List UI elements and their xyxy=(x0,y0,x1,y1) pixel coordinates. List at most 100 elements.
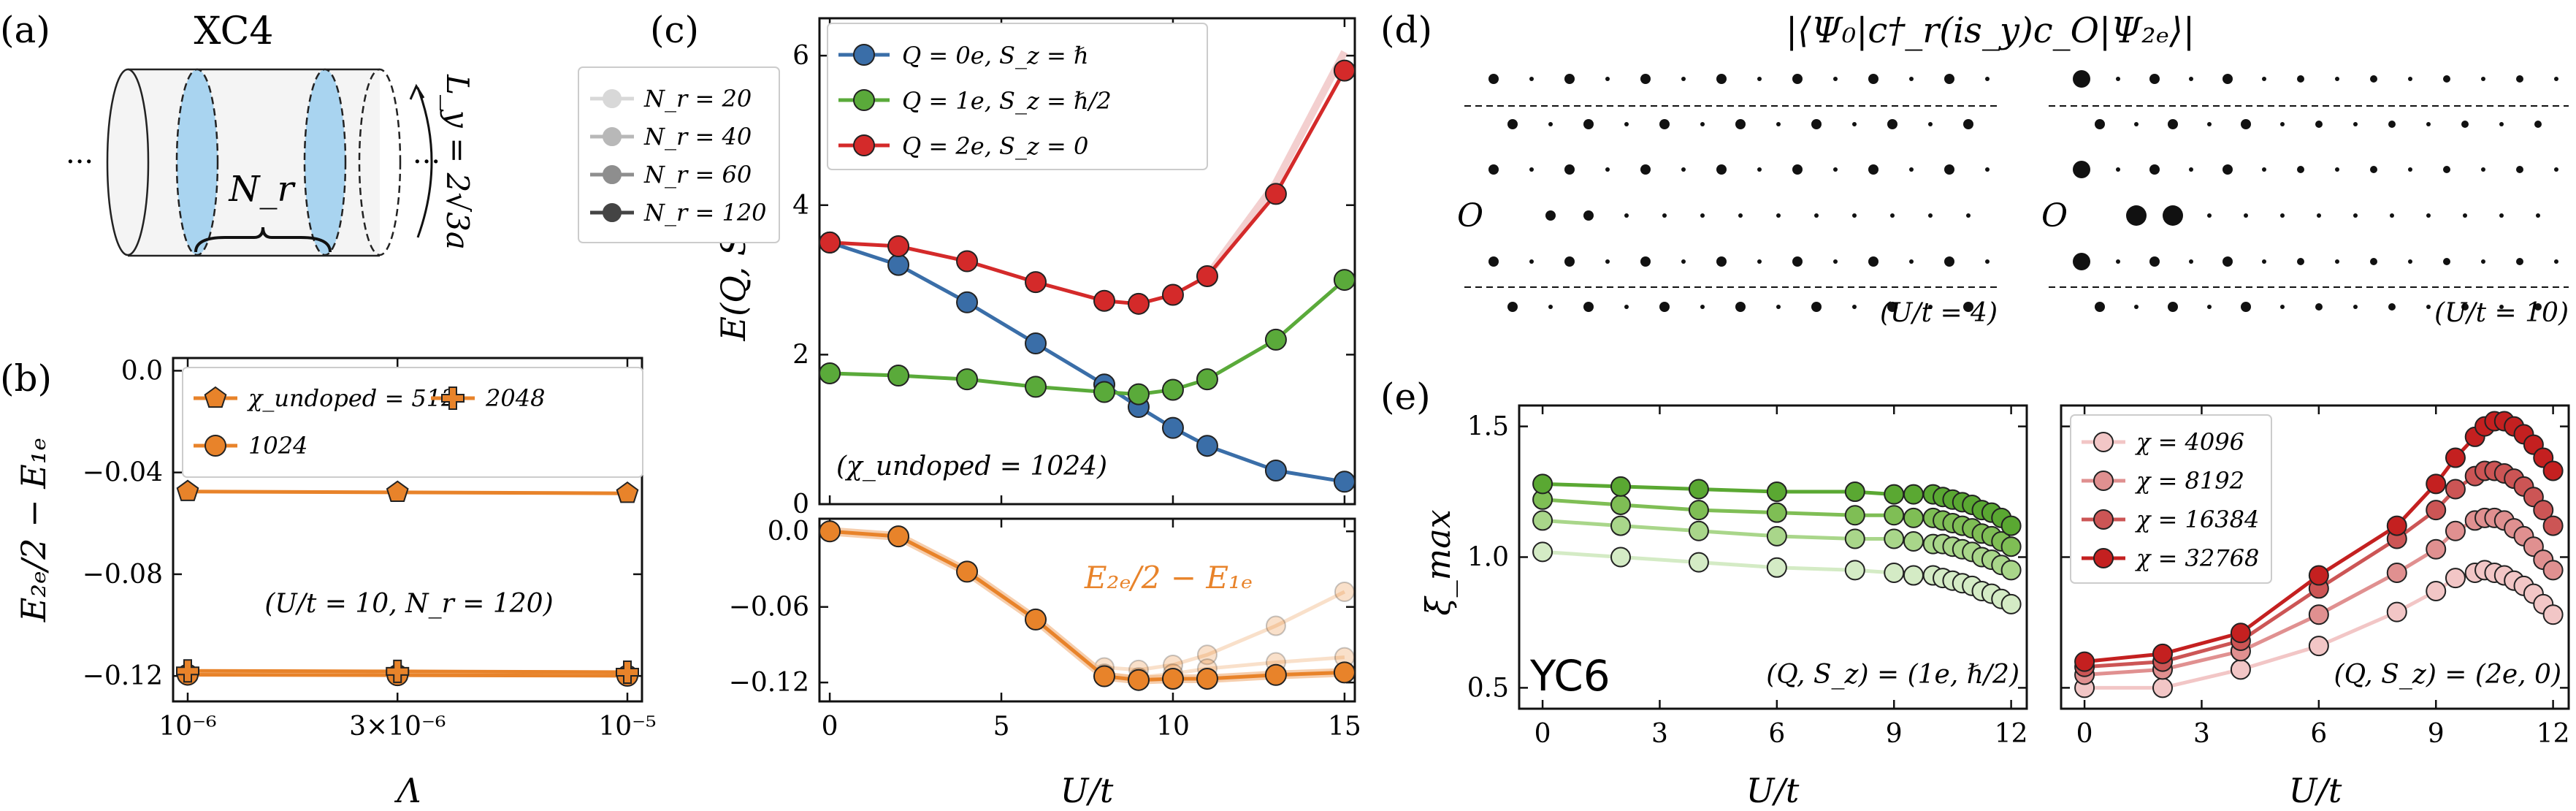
panel-c-top-point-0 xyxy=(1196,435,1218,457)
panel-c-bottom-xtick-label: 0 xyxy=(822,712,838,742)
lattice-site xyxy=(2516,166,2523,173)
panel-b-ytick-label: −0.08 xyxy=(83,560,163,590)
panel-e-left-xtick-label: 12 xyxy=(1995,719,2028,749)
panel-e-legend-marker xyxy=(2093,432,2114,452)
panel-c-bottom-faint-point-0 xyxy=(1265,615,1286,636)
panel-e-right-chart: 0 3 6 9 12 χ = 4096 χ = 8192 χ = 16384 χ = 3276… xyxy=(2060,404,2570,810)
panel-label-a: (a) xyxy=(0,9,50,51)
lattice-site xyxy=(2073,161,2090,178)
nr-legend-marker xyxy=(603,203,622,222)
lattice-site xyxy=(1944,74,1954,84)
panel-b-chart: 0.0 −0.04 −0.08 −0.12 10⁻⁶ 3×10⁻⁶ 10⁻⁵ χ_undo… xyxy=(14,356,657,810)
lattice-site xyxy=(2241,119,2251,129)
lattice-site xyxy=(1700,213,1705,218)
lattice-site xyxy=(1735,119,1746,129)
panel-c-top-point-0 xyxy=(1333,471,1356,493)
panel-e-right-point-3 xyxy=(2074,651,2095,672)
lattice-site xyxy=(1792,74,1803,84)
panel-c-top-point-1 xyxy=(1127,383,1150,406)
lattice-site xyxy=(1776,305,1781,309)
lattice-site xyxy=(1909,167,1914,172)
panel-e-left-point-3 xyxy=(1903,484,1924,505)
panel-e-right-point-3 xyxy=(2308,565,2329,586)
lattice-site xyxy=(1529,259,1534,264)
panel-b-legend-marker xyxy=(204,386,227,408)
lattice-site xyxy=(1776,213,1781,218)
lattice-site xyxy=(2443,166,2450,173)
lattice-site xyxy=(2095,119,2105,129)
lattice-site xyxy=(1833,259,1838,264)
panel-c-bottom-point xyxy=(1161,667,1184,690)
lattice-site xyxy=(2426,305,2431,309)
lattice-site xyxy=(2536,213,2540,218)
panel-c-top-point-2 xyxy=(1333,59,1356,82)
panel-e-left-point-1 xyxy=(2000,560,2022,581)
lattice-site xyxy=(1681,167,1686,172)
panel-e-left-point-0 xyxy=(1903,565,1924,586)
panel-e-right-point-0 xyxy=(2308,636,2329,657)
lattice-site xyxy=(2534,303,2542,311)
nr-legend-marker xyxy=(603,89,622,108)
panel-e-left-point-2 xyxy=(1844,505,1865,526)
panel-e-right-point-1 xyxy=(2542,560,2564,581)
lattice-site xyxy=(2297,258,2304,265)
panel-c-top-chart: 0 2 4 6 Q = 0e, S_z = ℏ Q = 1e, S_z = ℏ/2 Q =… xyxy=(714,17,1356,519)
panel-b-xlabel: Λ xyxy=(394,771,421,810)
panel-c-bottom-point xyxy=(1127,669,1150,691)
panel-e-left-point-3 xyxy=(1884,484,1905,505)
lattice-site xyxy=(2388,121,2396,128)
panel-b-legend-label: 2048 xyxy=(485,384,545,412)
panel-c-top-point-0 xyxy=(1264,459,1287,481)
panel-c-top-point-1 xyxy=(1161,378,1184,401)
lattice-site xyxy=(2126,205,2147,226)
lattice-site xyxy=(2370,166,2377,173)
cylinder-right-cap xyxy=(358,68,402,256)
lattice-site xyxy=(2116,167,2120,172)
lattice-site xyxy=(2244,213,2248,218)
panel-e-right-point-2 xyxy=(2533,500,2554,521)
lattice-site xyxy=(1529,167,1534,172)
lattice-site xyxy=(1583,210,1594,221)
panel-c-top-ytick-label: 2 xyxy=(792,340,809,370)
nr-legend-label: N_r = 60 xyxy=(643,161,752,189)
panel-e-left-point-0 xyxy=(1844,560,1865,581)
panel-b-xtick-label: 3×10⁻⁶ xyxy=(349,712,446,742)
lattice-site xyxy=(2408,167,2412,172)
panel-e-left-point-3 xyxy=(1532,473,1553,495)
panel-b-xtick-label: 10⁻⁵ xyxy=(598,712,656,742)
lattice-site xyxy=(1700,305,1705,309)
lattice-site xyxy=(2335,259,2339,264)
lattice-site xyxy=(2443,258,2450,265)
lattice-site xyxy=(1928,122,1933,126)
panel-c-top-line-0 xyxy=(829,240,1345,484)
lattice-site xyxy=(1792,164,1803,175)
panel-e-right-point-3 xyxy=(2386,515,2407,536)
panel-c-bottom-xtick-label: 15 xyxy=(1328,712,1361,742)
blue-ring-right xyxy=(303,68,347,256)
panel-e-right-point-0 xyxy=(2386,601,2407,622)
panel-e-right-point-3 xyxy=(2445,447,2466,468)
lattice-site xyxy=(1716,74,1727,84)
panel-e-right-point-1 xyxy=(2308,604,2329,625)
lattice-site xyxy=(1868,256,1879,267)
panel-c-bottom-faint-line-0 xyxy=(1104,590,1346,672)
panel-e-left-point-0 xyxy=(1610,547,1631,568)
dots-right: ··· xyxy=(413,145,440,179)
lattice-site xyxy=(2499,122,2504,126)
panel-label-c: (c) xyxy=(650,9,699,51)
panel-e-left-point-2 xyxy=(1610,494,1631,515)
lattice-site xyxy=(2149,74,2160,84)
lattice-site xyxy=(2207,213,2212,218)
panel-e-legend-marker xyxy=(2093,509,2114,530)
lattice-site xyxy=(2073,70,2090,88)
panel-c-legend-marker xyxy=(853,134,875,156)
panel-c-bottom-faint-point-0 xyxy=(1334,582,1355,602)
panel-e-left-point-2 xyxy=(1688,500,1709,521)
panel-c-bottom-point xyxy=(887,525,910,548)
panel-c-legend-marker xyxy=(853,44,875,66)
lattice-site xyxy=(1757,77,1762,81)
panel-c-top-point-1 xyxy=(819,362,841,384)
panel-c-bottom-line xyxy=(829,529,1345,682)
lattice-site xyxy=(1605,167,1610,172)
panel-e-ylabel: ξ_max xyxy=(1418,509,1458,615)
